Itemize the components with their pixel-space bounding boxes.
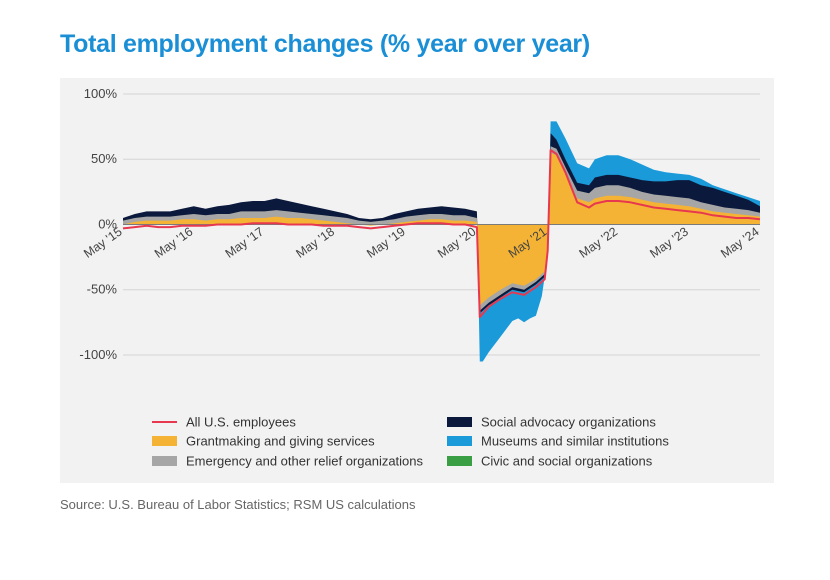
x-tick-label: May '16 [152, 224, 196, 260]
x-axis-ticks: May '15 May '16 May '17 May '18 May '19 May '… [81, 224, 762, 260]
grid-lines [123, 93, 760, 356]
y-tick-label: 100% [84, 86, 118, 101]
chart-title: Total employment changes (% year over ye… [60, 30, 590, 58]
y-tick-label: -50% [87, 282, 118, 297]
legend-label: Social advocacy organizations [481, 415, 656, 430]
legend-swatch [447, 417, 472, 427]
x-tick-label: May '24 [718, 224, 762, 260]
x-tick-label: May '18 [293, 224, 337, 260]
x-tick-label: May '22 [577, 224, 621, 260]
legend-swatch [152, 436, 177, 446]
y-axis-ticks: 100% 50% 0% -50% -100% [79, 86, 117, 362]
legend-item-all-u-s-employees: All U.S. employees [152, 415, 296, 430]
series-line-all-u-s-employees [122, 149, 761, 319]
legend-item-social-advocacy-organizations: Social advocacy organizations [447, 415, 656, 430]
legend-label: Civic and social organizations [481, 454, 653, 469]
y-tick-label: 0% [98, 216, 117, 231]
legend-label: All U.S. employees [186, 415, 296, 430]
y-tick-label: 50% [91, 151, 117, 166]
employment-chart: 100%50%0%-50%-100% May '15 May '16 May '17… [79, 86, 762, 469]
x-tick-label: May '17 [223, 224, 267, 260]
legend: All U.S. employees Grantmaking and giving… [152, 415, 669, 469]
series-lines [122, 149, 761, 319]
legend-item-emergency-and-other-relief-organizations: Emergency and other relief organizations [152, 454, 424, 469]
x-tick-label: May '19 [364, 224, 408, 260]
legend-item-grantmaking-and-giving-services: Grantmaking and giving services [152, 434, 375, 449]
legend-swatch [447, 436, 472, 446]
legend-label: Museums and similar institutions [481, 434, 669, 449]
source-note: Source: U.S. Bureau of Labor Statistics;… [60, 497, 416, 512]
y-tick-label: -100% [79, 347, 117, 362]
legend-item-civic-and-social-organizations: Civic and social organizations [447, 454, 653, 469]
series-area-emergency-and-other-relief-organizations [123, 146, 760, 311]
legend-label: Grantmaking and giving services [186, 434, 375, 449]
x-tick-label: May '23 [647, 224, 691, 260]
legend-item-museums-and-similar-institutions: Museums and similar institutions [447, 434, 669, 449]
chart-panel [60, 78, 774, 483]
legend-swatch [447, 456, 472, 466]
legend-label: Emergency and other relief organizations [186, 454, 424, 469]
legend-swatch [152, 456, 177, 466]
x-tick-label: May '20 [435, 224, 479, 260]
